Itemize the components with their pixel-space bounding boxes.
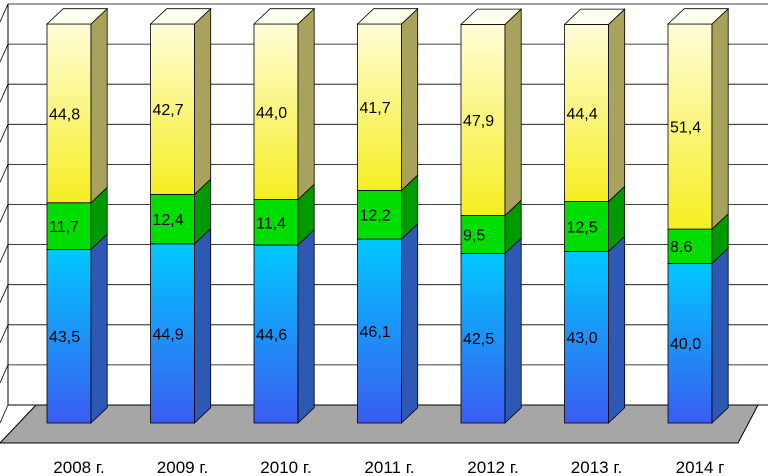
bar-top-face bbox=[356, 8, 419, 25]
bar-segment bbox=[46, 23, 92, 204]
bar-segment-side bbox=[401, 7, 419, 192]
bar-segment-side bbox=[401, 222, 419, 424]
bar-stack bbox=[45, 7, 109, 424]
bar-segment bbox=[357, 238, 402, 424]
x-tick-label: 2011 г. bbox=[364, 458, 414, 476]
bar-top-face bbox=[666, 8, 730, 25]
data-label: 42,5 bbox=[463, 331, 494, 348]
data-labels-group: 43,5 11,7 44,8 44,9 12,4 42,7 44,6 11,4 44,0 46,1… bbox=[49, 100, 701, 353]
data-label: 44,8 bbox=[49, 106, 80, 123]
bar-top-face bbox=[459, 8, 523, 25]
data-label: 12,2 bbox=[360, 208, 391, 225]
x-tick-label: 2010 г. bbox=[260, 458, 311, 476]
data-label: 51,4 bbox=[670, 120, 701, 137]
axis-tick bbox=[0, 324, 9, 343]
bar-segment bbox=[46, 249, 92, 424]
bars-group bbox=[45, 7, 730, 424]
bar-segment-side bbox=[711, 247, 729, 424]
bar-segment-side bbox=[297, 228, 315, 424]
bar-segment-side bbox=[194, 227, 212, 424]
bar-segment-side bbox=[194, 7, 212, 196]
data-label: 44,4 bbox=[567, 106, 598, 123]
bar-segment-side bbox=[90, 7, 108, 204]
data-label: 9,5 bbox=[463, 227, 485, 244]
data-label: 42,7 bbox=[153, 102, 184, 119]
bar-segment-side bbox=[504, 8, 522, 217]
bar-stack bbox=[459, 8, 523, 424]
bar-segment bbox=[357, 23, 402, 191]
bar-top-face bbox=[149, 8, 212, 25]
data-label: 47,9 bbox=[463, 113, 494, 130]
bar-segment bbox=[667, 262, 713, 424]
data-label: 43,5 bbox=[49, 329, 80, 346]
x-tick-label: 2014 г bbox=[676, 458, 725, 476]
data-label: 8,6 bbox=[670, 239, 692, 256]
axis-tick bbox=[0, 364, 9, 384]
bar-top-face bbox=[252, 8, 316, 25]
axis-tick bbox=[0, 284, 9, 303]
bar-stack bbox=[563, 8, 626, 424]
data-label: 11,7 bbox=[49, 219, 79, 236]
bar-top-face bbox=[45, 8, 109, 25]
bar-segment bbox=[460, 253, 506, 424]
bar-top-face bbox=[563, 8, 626, 25]
data-label: 44,0 bbox=[256, 105, 287, 122]
data-label: 46,1 bbox=[360, 324, 391, 341]
x-axis-tick-labels: 2008 г. 2009 г. 2010 г. 2011 г. 2012 г. 2013 … bbox=[53, 458, 724, 476]
bar-segment-side bbox=[504, 237, 522, 424]
bar-segment-side bbox=[608, 8, 626, 203]
bar-segment bbox=[253, 23, 299, 200]
bar-segment bbox=[150, 23, 195, 195]
bar-segment-side bbox=[297, 7, 315, 201]
data-label: 12,5 bbox=[567, 219, 598, 236]
bar-segment bbox=[667, 228, 713, 264]
bar-stack bbox=[252, 7, 316, 424]
axis-tick bbox=[0, 3, 9, 23]
axis-tick bbox=[0, 43, 9, 63]
data-label: 41,7 bbox=[360, 100, 391, 117]
data-label: 43,0 bbox=[567, 330, 598, 347]
axis-tick bbox=[0, 404, 9, 424]
bar-segment bbox=[150, 243, 195, 424]
bar-segment-side bbox=[711, 7, 729, 231]
axis-tick bbox=[0, 244, 9, 263]
data-label: 40,0 bbox=[670, 336, 701, 353]
axis-tick bbox=[0, 124, 9, 143]
bar-stack bbox=[149, 7, 212, 424]
data-label: 12,4 bbox=[153, 212, 184, 229]
data-label: 44,6 bbox=[256, 327, 287, 344]
x-tick-label: 2009 г. bbox=[157, 458, 208, 476]
bar-segment bbox=[564, 201, 609, 252]
bar-stack bbox=[356, 7, 419, 424]
data-label: 11,4 bbox=[256, 215, 286, 232]
x-tick-label: 2013 г. bbox=[571, 458, 622, 476]
bar-segment-side bbox=[90, 233, 108, 424]
axis-tick bbox=[0, 164, 9, 183]
bar-stack bbox=[666, 7, 730, 424]
axis-tick bbox=[0, 204, 9, 223]
data-label: 44,9 bbox=[153, 326, 184, 343]
bar-segment bbox=[667, 23, 713, 230]
bar-segment-side bbox=[608, 235, 626, 424]
axis-tick bbox=[0, 84, 9, 103]
x-tick-label: 2012 г. bbox=[467, 458, 518, 476]
bar-segment bbox=[460, 215, 506, 254]
bar-segment bbox=[357, 189, 402, 240]
x-tick-label: 2008 г. bbox=[53, 458, 104, 476]
